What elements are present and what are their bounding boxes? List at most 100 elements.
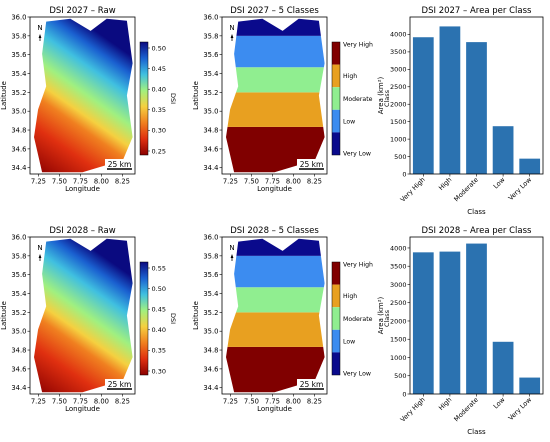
y-tick-label: 34.4	[203, 164, 218, 172]
x-axis-label: Longitude	[257, 405, 292, 413]
map-title: DSI 2028 – 5 Classes	[230, 226, 319, 236]
y-tick-label: 35.2	[11, 309, 26, 317]
class-swatch	[332, 87, 340, 110]
y-tick-label: 3000	[390, 66, 407, 74]
bar	[492, 341, 514, 394]
bar-chart-1: DSI 2027 – Area per Class 0 500 1000 1500 200…	[377, 6, 544, 216]
y-tick-label: 35.8	[203, 252, 218, 260]
y-tick-label: 1000	[390, 135, 407, 143]
map-title: DSI 2027 – 5 Classes	[230, 6, 319, 16]
colorbar-label: Class	[383, 309, 391, 327]
scalebar-label: 25 km	[108, 380, 132, 389]
y-tick-label: 35.4	[11, 70, 26, 78]
y-tick-label: 34.8	[11, 127, 26, 135]
class-band	[226, 92, 325, 127]
bar	[439, 251, 461, 394]
class-swatch	[332, 307, 340, 330]
colorbar-tick-label: 0.40	[152, 86, 166, 94]
y-tick-label: 2500	[390, 83, 407, 91]
class-map	[226, 18, 325, 173]
x-axis-label: Class	[467, 428, 486, 436]
x-tick-label: 7.25	[31, 398, 46, 406]
class-label: Very Low	[343, 150, 371, 157]
y-tick-label: 3500	[390, 263, 407, 271]
north-label: N	[37, 244, 42, 252]
y-tick-label: 35.4	[203, 290, 218, 298]
y-tick-label: 0	[402, 390, 406, 398]
y-tick-label: 34.6	[203, 365, 218, 373]
bar	[519, 377, 541, 394]
y-tick-label: 34.4	[11, 164, 26, 172]
x-tick-label: High	[437, 396, 453, 412]
y-axis-label: Latitude	[192, 81, 200, 110]
x-tick-label: 7.50	[244, 398, 259, 406]
map-panel-4: DSI 2028 – 5 Classes 34.4 34.6 34.8 35.0 35.2…	[192, 226, 391, 413]
x-tick-label: Moderate	[452, 396, 480, 424]
y-tick-label: 35.6	[203, 51, 218, 59]
x-tick-label: 8.00	[94, 398, 109, 406]
y-tick-label: 34.6	[11, 145, 26, 153]
x-tick-label: 7.75	[265, 398, 280, 406]
north-arrow-icon	[230, 254, 234, 258]
y-tick-label: 4000	[390, 244, 407, 252]
colorbar	[139, 261, 149, 376]
x-tick-label: Very High	[399, 176, 427, 204]
north-label: N	[37, 24, 42, 32]
x-tick-label: 8.00	[94, 178, 109, 186]
chart-title: DSI 2027 – Area per Class	[422, 6, 532, 16]
x-tick-label: 7.50	[52, 398, 67, 406]
x-tick-label: 7.25	[223, 398, 238, 406]
y-tick-label: 34.6	[203, 145, 218, 153]
x-tick-label: 8.25	[115, 178, 130, 186]
class-swatch	[332, 64, 340, 88]
y-tick-label: 4000	[390, 31, 407, 39]
class-label: Low	[343, 338, 355, 345]
y-tick-label: 500	[394, 153, 406, 161]
class-swatch	[332, 262, 340, 285]
scalebar-bg	[105, 379, 134, 391]
y-tick-label: 36.0	[11, 234, 26, 242]
map-axes-frame	[221, 236, 328, 395]
x-tick-label: 7.75	[73, 398, 88, 406]
class-label: Moderate	[343, 316, 373, 323]
raster-map	[34, 238, 133, 393]
bar-chart-2: DSI 2028 – Area per Class 0 500 1000 1500 200…	[377, 226, 544, 436]
y-tick-label: 35.8	[203, 32, 218, 40]
x-tick-label: Low	[492, 395, 507, 410]
class-swatch	[332, 109, 340, 133]
class-map	[226, 238, 325, 393]
y-tick-label: 1500	[390, 336, 407, 344]
raster-map	[34, 18, 133, 173]
y-tick-label: 35.4	[203, 70, 218, 78]
y-tick-label: 34.6	[11, 365, 26, 373]
colorbar-tick-label: 0.50	[152, 44, 166, 52]
y-tick-label: 36.0	[203, 234, 218, 242]
y-tick-label: 35.6	[11, 271, 26, 279]
x-axis-label: Class	[467, 208, 486, 216]
class-label: Very High	[343, 261, 373, 268]
class-swatch	[332, 284, 340, 308]
class-band	[226, 312, 325, 347]
map-title: DSI 2028 – Raw	[49, 226, 115, 236]
x-tick-label: 7.75	[265, 178, 280, 186]
y-tick-label: 2000	[390, 317, 407, 325]
x-tick-label: Very Low	[507, 395, 534, 422]
bar	[412, 37, 434, 175]
map-panel-1: DSI 2027 – Raw 34.4 34.6 34.8 35.0 35.2 35.4 35…	[0, 6, 177, 193]
colorbar	[331, 41, 341, 156]
y-tick-label: 35.2	[203, 89, 218, 97]
x-tick-label: 7.25	[31, 178, 46, 186]
y-tick-label: 35.8	[11, 252, 26, 260]
class-label: High	[343, 73, 357, 80]
x-tick-label: High	[437, 176, 453, 192]
y-axis-label: Area (km²)	[377, 296, 385, 334]
class-swatch	[332, 329, 340, 353]
bar	[519, 158, 541, 174]
colorbar-tick-label: 0.45	[152, 65, 166, 73]
colorbar-tick-label: 0.40	[152, 326, 166, 334]
class-label: Low	[343, 118, 355, 125]
class-band	[226, 18, 325, 36]
y-tick-label: 34.8	[203, 347, 218, 355]
y-tick-label: 1500	[390, 118, 407, 126]
